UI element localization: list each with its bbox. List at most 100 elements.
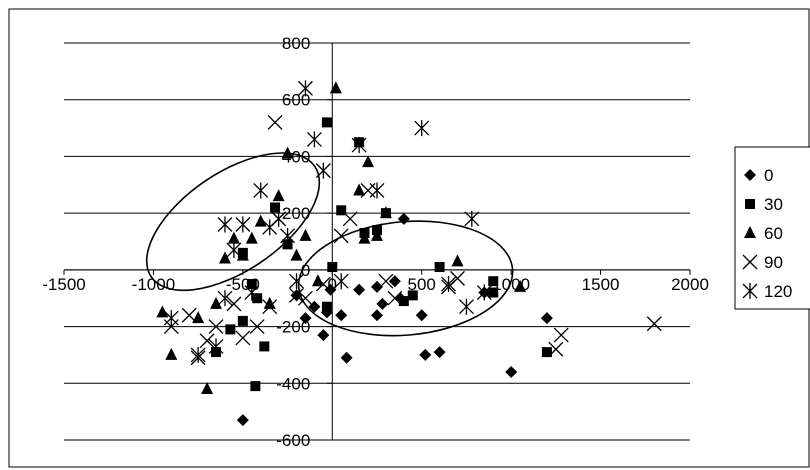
data-point-series-30 — [225, 324, 236, 335]
data-point-series-60 — [218, 251, 231, 264]
data-point-series-0 — [371, 280, 383, 293]
data-point-series-60 — [236, 248, 249, 261]
y-tick-label: -200 — [276, 318, 310, 337]
x-tick-label: 500 — [408, 275, 436, 294]
data-point-series-0 — [317, 329, 330, 342]
data-point-series-90 — [342, 211, 358, 227]
y-tick-label: 400 — [282, 147, 310, 166]
data-point-series-0 — [388, 275, 401, 288]
data-point-series-30 — [250, 381, 261, 392]
data-point-series-60 — [290, 248, 303, 261]
data-point-series-0 — [299, 312, 312, 325]
data-point-series-0 — [433, 346, 446, 359]
data-point-series-120 — [297, 80, 313, 97]
data-point-series-120 — [441, 276, 457, 293]
data-point-series-90 — [553, 327, 569, 343]
data-point-series-90 — [226, 296, 242, 312]
data-point-series-120 — [315, 162, 331, 179]
x-tick-label: -500 — [226, 275, 260, 294]
legend-marker-60 — [744, 226, 756, 238]
data-point-series-0 — [419, 348, 432, 361]
data-point-series-0 — [236, 414, 249, 427]
data-point-series-30 — [246, 279, 257, 290]
data-point-series-60 — [371, 228, 383, 241]
x-tick-label: 2000 — [671, 275, 709, 294]
data-point-series-120 — [244, 284, 260, 301]
x-tick-label: -1000 — [132, 275, 175, 294]
data-point-series-30 — [259, 341, 270, 352]
cluster-ellipse-1 — [145, 152, 321, 292]
data-point-series-30 — [541, 347, 552, 358]
data-point-series-120 — [253, 182, 269, 199]
data-point-series-90 — [378, 273, 394, 289]
data-point-series-60 — [227, 231, 240, 244]
data-point-series-30 — [398, 296, 409, 307]
data-point-series-60 — [263, 296, 276, 309]
data-point-series-120 — [271, 210, 287, 227]
data-point-series-30 — [407, 290, 418, 301]
data-point-series-0 — [540, 312, 553, 325]
legend: 0 30 60 90 120 — [734, 146, 810, 310]
data-point-series-120 — [476, 284, 492, 301]
data-point-series-90 — [249, 319, 265, 335]
data-point-series-60 — [362, 155, 375, 168]
data-point-series-60 — [329, 81, 342, 94]
data-point-series-30 — [488, 287, 499, 298]
data-point-series-60 — [156, 305, 169, 318]
data-point-series-30 — [321, 301, 332, 312]
data-point-series-30 — [434, 262, 445, 273]
data-point-series-90 — [199, 333, 215, 349]
data-point-series-90 — [333, 228, 349, 244]
data-point-series-120 — [217, 290, 233, 307]
data-point-series-0 — [353, 283, 366, 296]
data-point-series-60 — [281, 146, 294, 159]
y-tick-label: 800 — [282, 34, 310, 53]
data-point-series-60 — [201, 381, 214, 394]
chart-border — [8, 8, 810, 468]
x-tick-label: 1500 — [582, 275, 620, 294]
y-tick-label: 600 — [282, 91, 310, 110]
data-point-series-30 — [488, 276, 499, 287]
data-point-series-120 — [280, 227, 296, 244]
data-point-series-60 — [165, 347, 178, 360]
data-point-series-30 — [336, 205, 347, 216]
tick-labels: -1500 -1000 -500 0 500 1000 1500 2000-600-400-2… — [42, 34, 709, 450]
x-tick-label: 0 — [328, 275, 337, 294]
data-points — [156, 80, 662, 427]
data-point-series-0 — [335, 309, 348, 322]
data-point-series-30 — [237, 315, 248, 326]
data-point-series-30 — [327, 262, 338, 273]
data-point-series-60 — [379, 206, 392, 219]
x-tick-label: 1000 — [492, 275, 530, 294]
data-point-series-60 — [451, 254, 464, 267]
data-point-series-30 — [270, 202, 281, 213]
data-point-series-120 — [369, 182, 385, 199]
data-point-series-60 — [245, 231, 258, 244]
data-point-series-90 — [387, 290, 403, 306]
data-point-series-60 — [514, 279, 527, 292]
data-point-series-90 — [289, 287, 304, 303]
legend-marker-90 — [742, 254, 758, 270]
data-point-series-90 — [646, 316, 662, 332]
data-point-series-90 — [235, 330, 251, 346]
data-point-series-30 — [321, 117, 332, 128]
data-point-series-120 — [163, 310, 179, 327]
data-point-series-120 — [458, 298, 474, 315]
legend-marker-0 — [744, 169, 756, 181]
data-point-series-60 — [311, 274, 324, 287]
legend-marker-30 — [745, 199, 755, 209]
legend-label-90: 90 — [764, 253, 783, 272]
y-tick-label: 0 — [301, 261, 310, 280]
data-point-series-60 — [192, 311, 205, 324]
data-point-series-30 — [282, 239, 293, 250]
cluster-ellipse-2 — [297, 220, 514, 337]
data-point-series-120 — [414, 120, 430, 137]
data-point-series-90 — [548, 341, 564, 357]
y-tick-label: 200 — [282, 204, 310, 223]
legend-label-120: 120 — [764, 282, 792, 301]
data-point-series-60 — [358, 231, 371, 244]
legend-marker-120 — [742, 283, 758, 299]
data-point-series-120 — [226, 242, 242, 259]
data-point-series-0 — [340, 351, 353, 364]
